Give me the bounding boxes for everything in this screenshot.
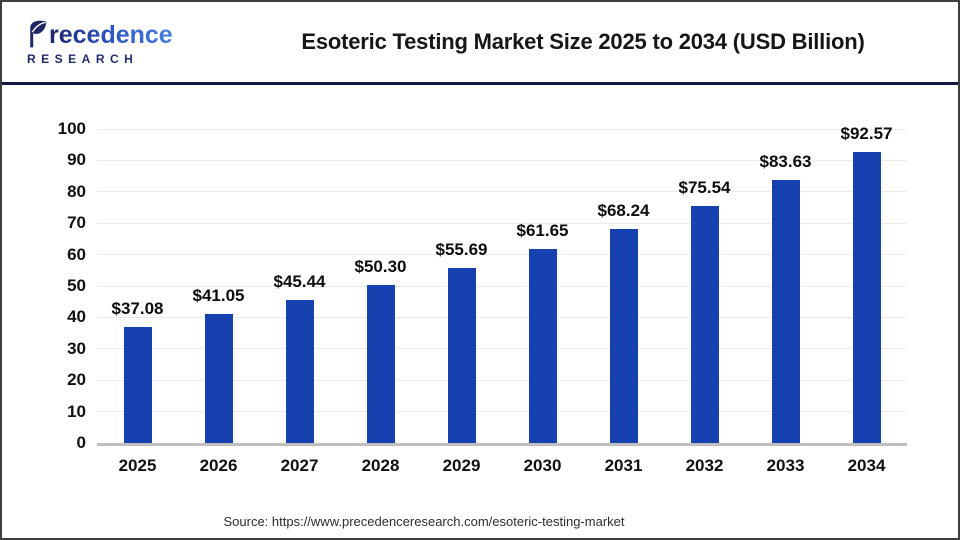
y-tick-label: 40 xyxy=(67,307,86,327)
x-tick-label: 2034 xyxy=(847,456,886,475)
bar xyxy=(609,228,638,443)
bar-value-label: $92.57 xyxy=(840,124,893,144)
x-tick-label: 2026 xyxy=(199,456,238,475)
y-tick-label: 30 xyxy=(67,338,86,358)
y-tick-label: 80 xyxy=(67,181,86,201)
gridline xyxy=(97,348,907,350)
x-tick-label: 2030 xyxy=(523,456,562,475)
bar xyxy=(852,152,881,443)
bar-value-label: $37.08 xyxy=(111,298,164,318)
bar xyxy=(528,249,557,443)
title-wrap: Esoteric Testing Market Size 2025 to 203… xyxy=(226,29,958,55)
gridline xyxy=(97,254,907,256)
x-tick-label: 2029 xyxy=(442,456,481,475)
y-tick-label: 60 xyxy=(67,244,86,264)
bar-value-label: $68.24 xyxy=(597,200,650,220)
y-tick-label: 0 xyxy=(76,433,86,452)
bar-value-label: $45.44 xyxy=(273,272,326,292)
page-title: Esoteric Testing Market Size 2025 to 203… xyxy=(301,29,865,54)
gridline xyxy=(97,411,907,413)
chart-area: 0 10 20 30 40 50 60 70 80 90 100 $37.08 2025 $41.05 20… xyxy=(2,86,960,502)
gridline xyxy=(97,222,907,224)
bar-value-label: $55.69 xyxy=(435,240,488,260)
bar xyxy=(123,326,152,443)
y-tick-label: 50 xyxy=(67,276,86,295)
bar xyxy=(690,205,719,443)
y-tick-label: 90 xyxy=(67,150,86,170)
y-tick-label: 10 xyxy=(67,401,86,421)
y-tick-label: 100 xyxy=(57,119,86,138)
x-axis-line xyxy=(97,443,907,446)
x-tick-label: 2032 xyxy=(685,456,724,475)
source-text: Source: https://www.precedenceresearch.c… xyxy=(223,514,625,529)
bar-value-label: $41.05 xyxy=(192,286,245,306)
gridline xyxy=(97,159,907,161)
bar xyxy=(285,300,314,443)
bar-value-label: $61.65 xyxy=(516,221,569,241)
gridline xyxy=(97,379,907,381)
gridline xyxy=(97,191,907,193)
x-tick-label: 2028 xyxy=(361,456,400,475)
x-tick-label: 2025 xyxy=(118,456,157,475)
header: recedence RESEARCH Esoteric Testing Mark… xyxy=(2,2,958,85)
gridline xyxy=(97,316,907,318)
bar xyxy=(771,180,800,443)
y-tick-label: 20 xyxy=(67,370,86,390)
brand-logo: recedence RESEARCH xyxy=(2,18,226,66)
brand-subtitle: RESEARCH xyxy=(27,52,226,66)
bar-value-label: $83.63 xyxy=(759,152,812,172)
gridline xyxy=(97,128,907,130)
bar-value-label: $75.54 xyxy=(678,177,731,197)
y-tick-label: 70 xyxy=(67,213,86,233)
leaf-p-icon xyxy=(30,20,47,48)
bar xyxy=(447,268,476,443)
x-tick-label: 2031 xyxy=(604,456,643,475)
gridline xyxy=(97,285,907,287)
bar-value-label: $50.30 xyxy=(354,257,407,277)
bar xyxy=(204,314,233,443)
x-tick-label: 2033 xyxy=(766,456,805,475)
x-tick-label: 2027 xyxy=(280,456,319,475)
bar xyxy=(366,285,395,443)
brand-name-text: recedence xyxy=(49,21,173,49)
brand-name: recedence xyxy=(26,18,226,48)
